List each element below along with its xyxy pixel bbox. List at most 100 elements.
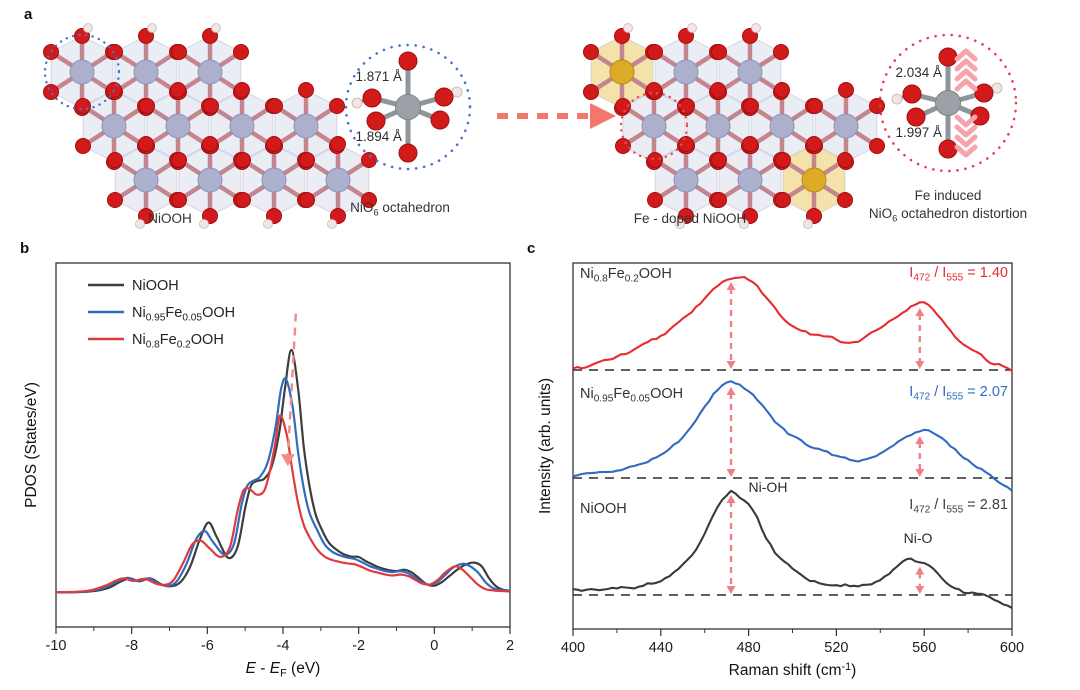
oxygen-atom: [202, 136, 218, 152]
oxygen-atom: [742, 136, 758, 152]
x-tick-label: 440: [649, 640, 673, 656]
oxygen-atom: [806, 136, 822, 152]
oxygen-atom: [743, 98, 759, 114]
peak-intensity-arrow-head-down: [726, 586, 736, 594]
raman-chart: 400 440 480 520 560 600 Raman shift (cm-1) Inte…: [537, 262, 1024, 679]
ni-atom: [737, 167, 763, 193]
peak-intensity-arrow-head-up: [726, 495, 736, 503]
niooh-structure: [43, 23, 377, 229]
hydrogen-atom: [83, 23, 93, 33]
peak-intensity-arrow-head-down: [915, 469, 925, 477]
metal-atom: [395, 94, 421, 120]
trace-name-label: NiOOH: [580, 501, 627, 517]
hydrogen-atom: [751, 23, 761, 33]
oxygen-atom: [583, 44, 599, 60]
peak-intensity-arrow-head-up: [726, 387, 736, 395]
peak-intensity-arrow-head-down: [726, 469, 736, 477]
peak-intensity-arrow-head-down: [915, 586, 925, 594]
peak-intensity-arrow-head-down: [915, 361, 925, 369]
oxygen-atom: [398, 143, 418, 163]
peak-intensity-arrow-head-up: [915, 566, 925, 575]
intensity-ratio-label: I472 / I555 = 2.81: [909, 497, 1008, 516]
oxygen-atom: [711, 192, 727, 208]
oxygen-atom: [647, 152, 663, 168]
oxygen-atom: [837, 152, 853, 168]
legend-label: Ni0.95Fe0.05OOH: [132, 305, 235, 324]
fe-distorted-octahedron: 2.034 Å 1.997 Å: [878, 33, 1018, 173]
fe-atom: [609, 59, 635, 85]
raman-trace-ni095fe005ooh: [572, 380, 1013, 492]
ni-atom: [641, 113, 667, 139]
bond-length-label: 1.894 Å: [355, 129, 402, 144]
hydrogen-atom: [199, 219, 209, 229]
oxygen-atom: [615, 138, 631, 154]
oxygen-atom: [235, 152, 251, 168]
legend-label: NiOOH: [132, 278, 179, 294]
fe-induced-caption-line1: Fe induced: [915, 188, 982, 203]
ni-atom: [229, 113, 255, 139]
ni-atom: [197, 59, 223, 85]
ni-atom: [737, 59, 763, 85]
fe-atom: [801, 167, 827, 193]
bond-length-label: 1.871 Å: [355, 69, 402, 84]
oxygen-atom: [938, 139, 958, 159]
pdos-curve-niooh: [55, 348, 511, 594]
plot-frame: [572, 262, 1013, 630]
peak-intensity-arrow-head-up: [726, 282, 736, 290]
ni-atom: [69, 59, 95, 85]
x-tick-label: 0: [430, 638, 438, 654]
oxygen-atom: [298, 82, 314, 98]
oxygen-atom: [970, 106, 990, 126]
niooh-octahedron-highlight-circle: [43, 33, 121, 111]
oxygen-atom: [869, 138, 885, 154]
ni-atom: [261, 167, 287, 193]
ni-atom: [165, 113, 191, 139]
distortion-chevron-up: [954, 48, 978, 62]
legend-label: Ni0.8Fe0.2OOH: [132, 332, 224, 351]
distortion-chevron-up: [954, 68, 978, 82]
oxygen-atom: [138, 136, 154, 152]
hydrogen-atom: [891, 93, 903, 105]
oxygen-atom: [329, 98, 345, 114]
distortion-chevron-up: [954, 58, 978, 72]
arrow-head: [590, 103, 616, 129]
oxygen-atom: [366, 111, 386, 131]
oxygen-atom: [330, 136, 346, 152]
fe-doped-caption: Fe - doped NiOOH: [634, 211, 747, 226]
oxygen-atom: [43, 84, 59, 100]
oxygen-atom: [775, 192, 791, 208]
oxygen-atom: [647, 44, 663, 60]
oxygen-atom: [773, 44, 789, 60]
ni-atom: [833, 113, 859, 139]
trace-name-label: Ni0.95Fe0.05OOH: [580, 386, 683, 405]
hydrogen-atom: [675, 219, 685, 229]
oxygen-atom: [362, 88, 382, 108]
oxygen-atom: [902, 84, 922, 104]
x-axis-title: E - EF (eV): [246, 660, 321, 680]
oxygen-atom: [107, 192, 123, 208]
nio6-caption: NiO6 octahedron: [350, 200, 450, 219]
ni-atom: [133, 167, 159, 193]
oxygen-atom: [837, 192, 853, 208]
raman-trace-niooh: [572, 489, 1013, 609]
oxygen-atom: [398, 51, 418, 71]
oxygen-atom: [299, 192, 315, 208]
oxygen-atom: [107, 44, 123, 60]
distortion-chevron-down: [954, 144, 978, 158]
oxygen-atom: [203, 98, 219, 114]
oxygen-atom: [678, 136, 694, 152]
oxygen-atom: [43, 44, 59, 60]
fe-induced-caption-line2: NiO6 octahedron distortion: [869, 206, 1027, 225]
hydrogen-atom: [991, 82, 1003, 94]
peak-annotation: Ni-OH: [749, 479, 788, 495]
hydrogen-atom: [147, 23, 157, 33]
oxygen-atom: [234, 82, 250, 98]
x-tick-label: 2: [506, 638, 514, 654]
structure-panel: NiOOH Fe - doped NiOOH 1.871 Å 1.894 Å NiO6 …: [43, 23, 1027, 229]
ni-atom: [705, 113, 731, 139]
pdos-chart: -10 -8 -6 -4 -2 0 2 E - EF (eV) PDOS (States/eV)…: [23, 262, 514, 680]
transformation-arrow: [497, 103, 616, 129]
ni-atom: [673, 59, 699, 85]
distortion-chevron-down: [954, 114, 978, 128]
oxygen-atom: [170, 82, 186, 98]
